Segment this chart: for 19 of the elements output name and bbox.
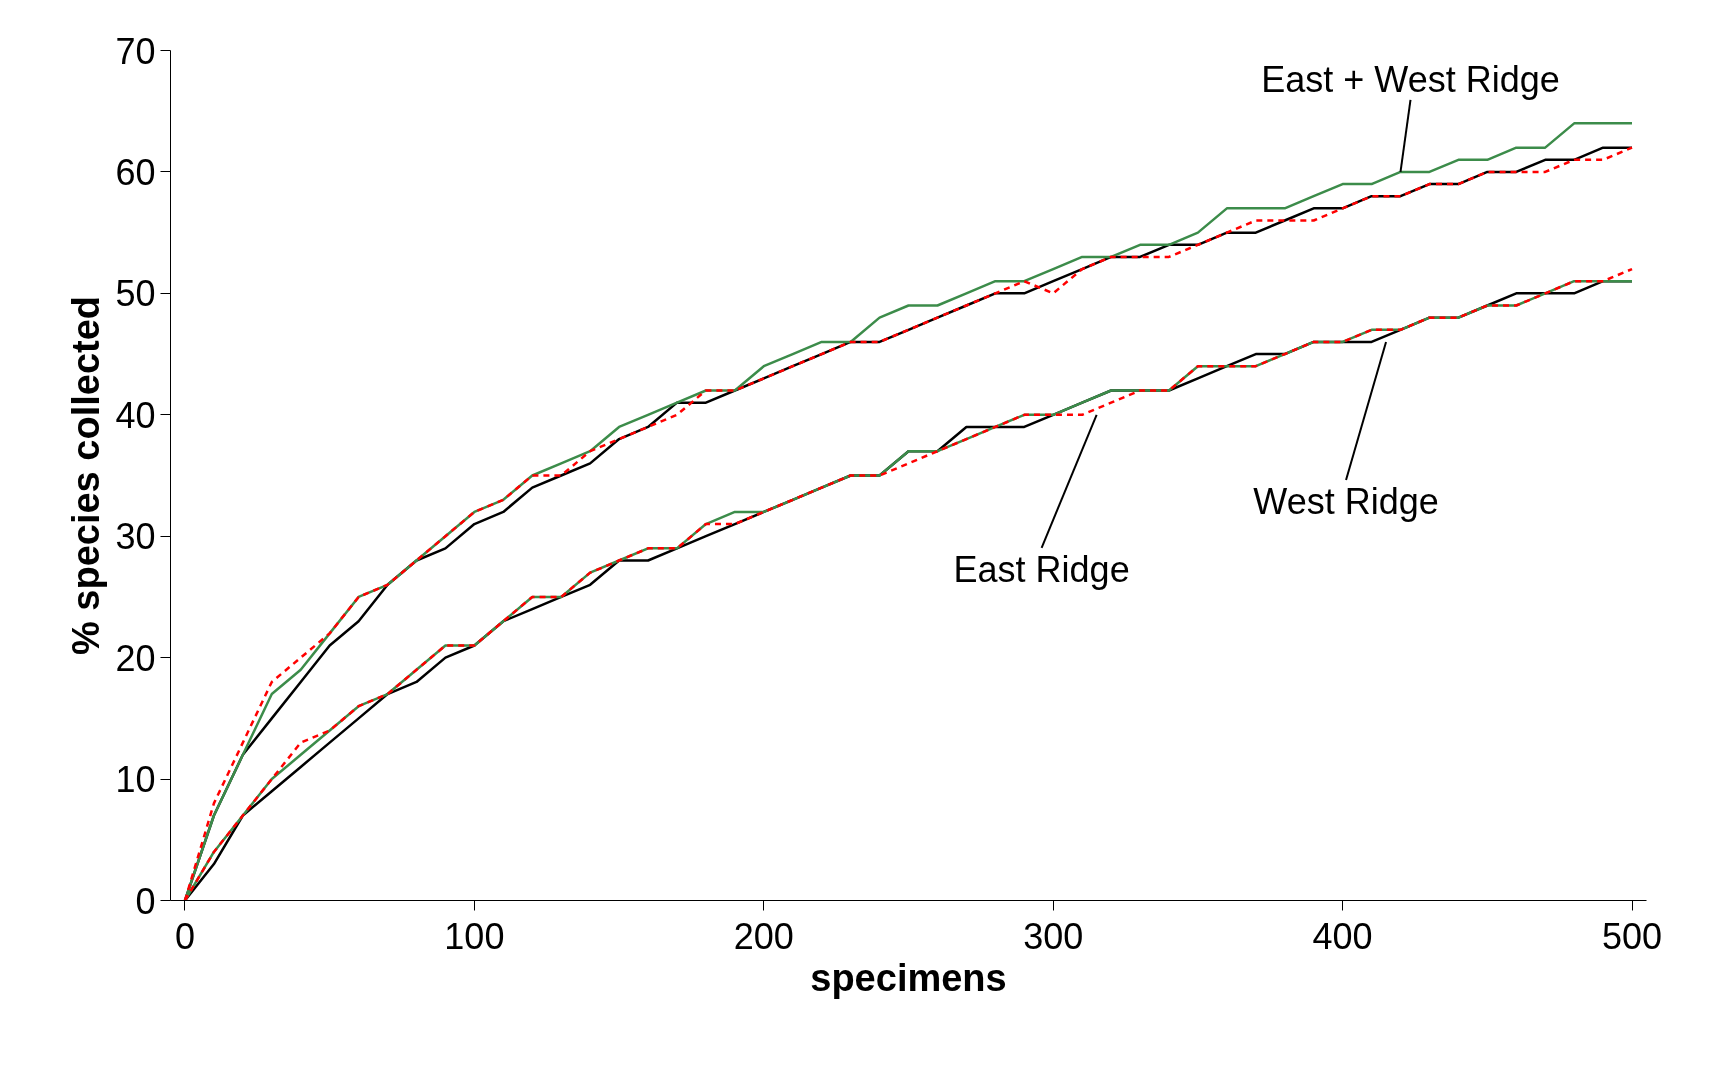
y-tick-label: 10 [115, 759, 156, 801]
annotation: East + West Ridge [1261, 59, 1560, 101]
y-tick-label: 60 [115, 151, 156, 193]
annotation: West Ridge [1253, 481, 1439, 523]
y-tick-label: 40 [115, 394, 156, 436]
y-tick-label: 30 [115, 516, 156, 558]
x-tick-label: 100 [444, 915, 505, 957]
annotation: East Ridge [953, 549, 1130, 591]
y-tick-label: 70 [115, 30, 156, 72]
x-tick-label: 500 [1602, 915, 1663, 957]
x-tick-label: 300 [1023, 915, 1084, 957]
y-tick-label: 20 [115, 637, 156, 679]
x-tick-label: 200 [733, 915, 794, 957]
y-tick-label: 50 [115, 273, 156, 315]
x-tick-label: 400 [1312, 915, 1373, 957]
x-axis-title: specimens [810, 956, 1007, 999]
y-axis-title: % species collected [65, 295, 108, 656]
x-tick-label: 0 [174, 915, 195, 957]
y-tick-label: 0 [135, 880, 156, 922]
